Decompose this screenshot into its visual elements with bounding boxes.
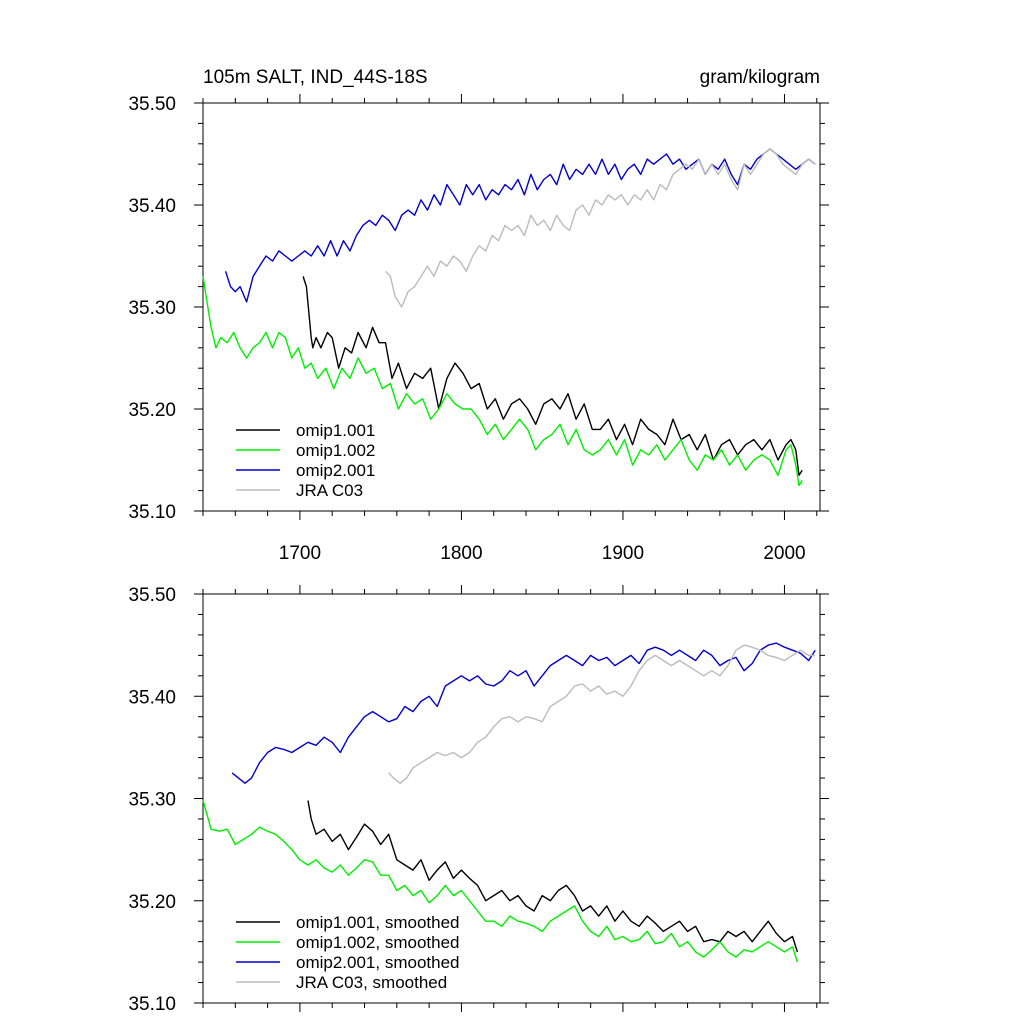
bottom-panel: 35.10 35.20 35.30 35.40 35.50 omip1.001, smoo…: [128, 585, 829, 1015]
y-tick-label: 35.30: [128, 298, 176, 319]
y-tick-label: 35.30: [128, 790, 176, 811]
legend-label: JRA C03: [296, 481, 363, 500]
series-line: [302, 276, 803, 476]
y-tick-label: 35.50: [128, 94, 176, 115]
chart-title: 105m SALT, IND_44S-18S: [203, 67, 428, 88]
legend-label: omip1.002: [296, 441, 375, 460]
legend-label: JRA C03, smoothed: [296, 973, 447, 992]
y-tick-label: 35.10: [128, 502, 176, 523]
y-tick-label: 35.40: [128, 196, 176, 217]
series-line: [384, 148, 816, 308]
series-line: [388, 644, 816, 784]
series-line: [202, 800, 799, 963]
x-tick-label: 1700: [279, 543, 321, 564]
series-line: [307, 800, 799, 953]
y-tick-label: 35.10: [128, 994, 176, 1015]
series-line: [224, 148, 816, 303]
x-tick-label: 1900: [602, 543, 644, 564]
series-line: [231, 642, 816, 784]
y-tick-label: 35.20: [128, 892, 176, 913]
y-tick-label: 35.50: [128, 585, 176, 606]
legend-label: omip1.002, smoothed: [296, 933, 460, 952]
units-label: gram/kilogram: [700, 67, 820, 88]
y-tick-label: 35.40: [128, 687, 176, 708]
legend-label: omip2.001: [296, 461, 375, 480]
legend-label: omip1.001: [296, 421, 375, 440]
legend-label: omip1.001, smoothed: [296, 913, 460, 932]
top-panel: 1700 1800 1900 2000 35.10 35.20 35.30 35.40 35.5…: [128, 94, 829, 564]
y-tick-label: 35.20: [128, 400, 176, 421]
x-tick-label: 1800: [440, 543, 482, 564]
legend-label: omip2.001, smoothed: [296, 953, 460, 972]
series-line: [202, 276, 803, 487]
x-tick-label: 2000: [763, 543, 805, 564]
